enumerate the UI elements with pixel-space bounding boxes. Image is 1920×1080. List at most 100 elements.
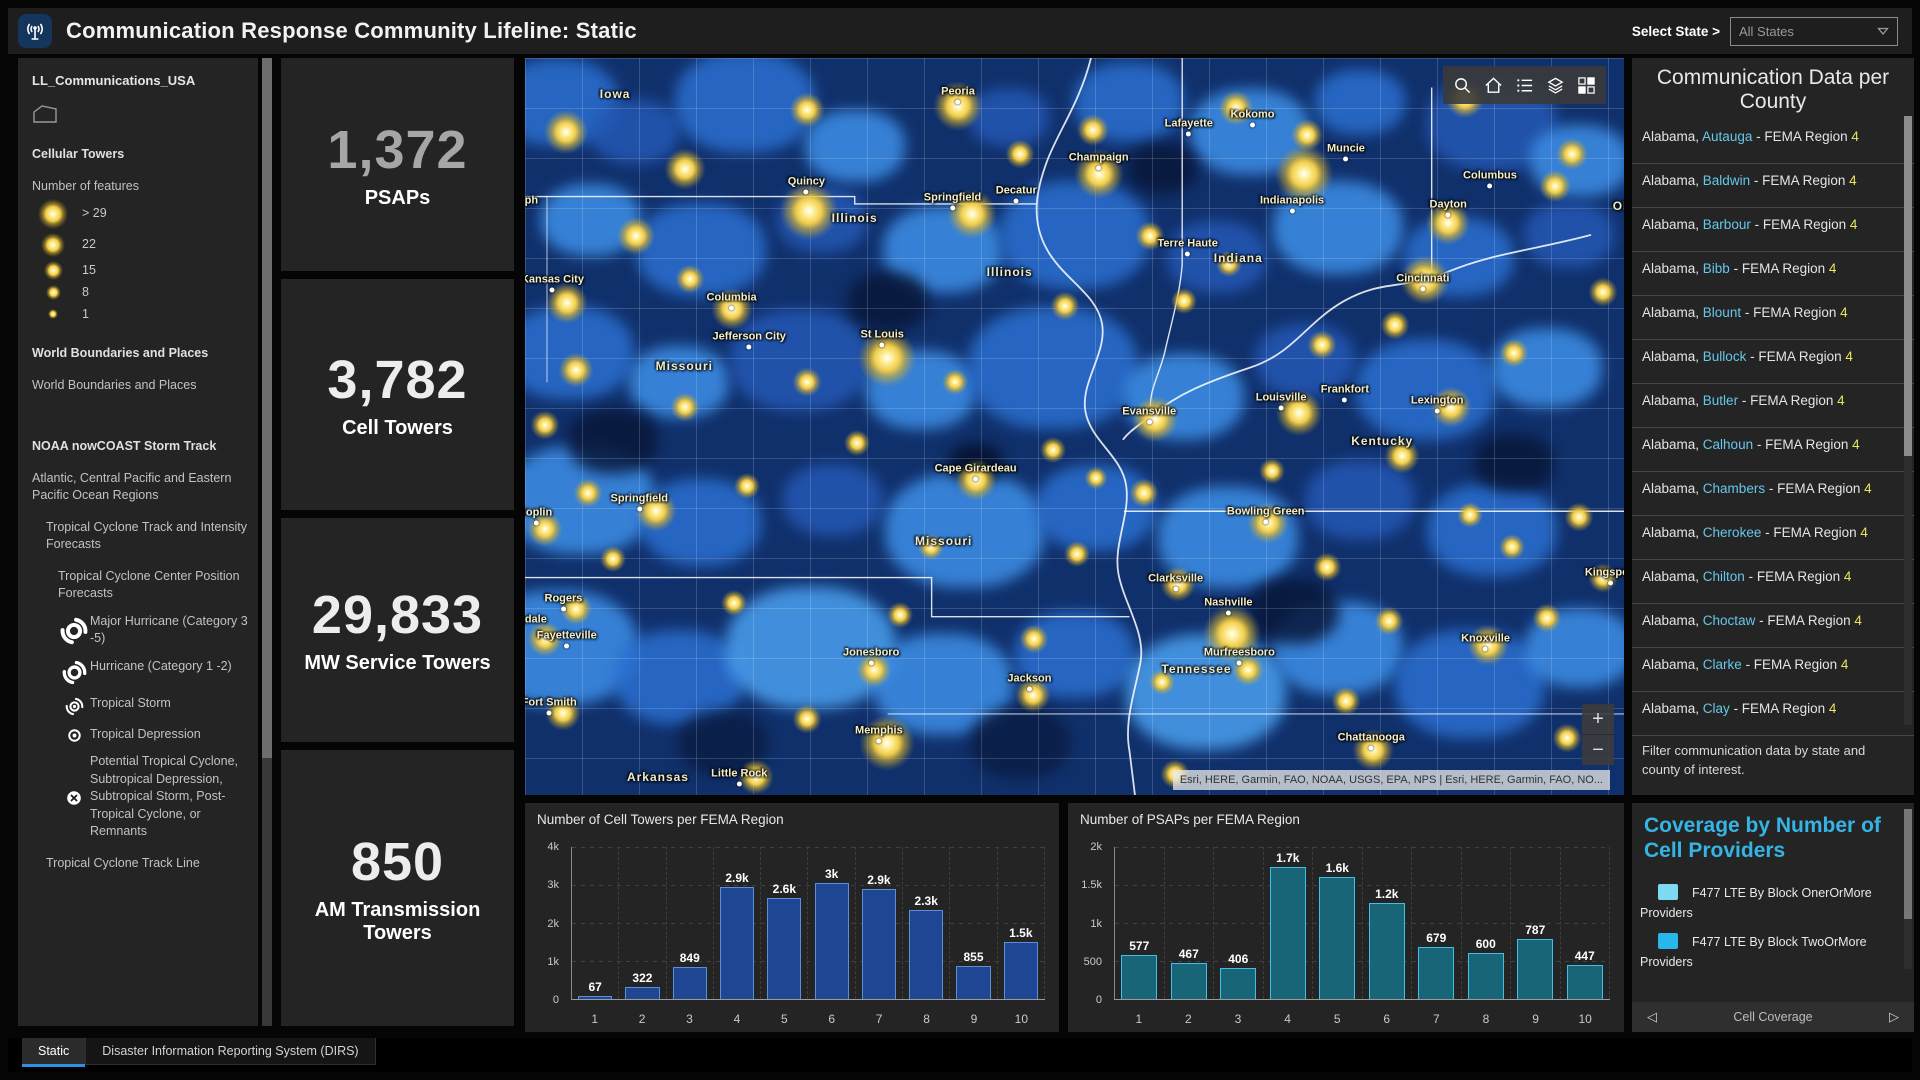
zoom-in-button[interactable]: + [1582, 704, 1614, 735]
chart-bar[interactable]: 849 [672, 951, 707, 999]
city-dot-icon [1013, 198, 1019, 204]
county-name: Choctaw [1702, 613, 1756, 629]
county-list-item[interactable]: Alabama, Clay - FEMA Region 4 [1632, 692, 1914, 737]
storm-item-label: Tropical Depression [90, 726, 201, 741]
bar-value-label: 577 [1129, 939, 1150, 954]
tab-disaster-information-reporting-system-dirs[interactable]: Disaster Information Reporting System (D… [85, 1038, 376, 1065]
legend-subtitle: Atlantic, Central Pacific and Eastern Pa… [32, 470, 232, 503]
legend-scrollbar-thumb[interactable] [262, 58, 272, 758]
cell-tower-cluster [843, 430, 870, 457]
map-label-illinois: Illinois [831, 210, 878, 225]
county-filter-note: Filter communication data by state and c… [1642, 743, 1866, 778]
chart-bar[interactable]: 2.3k [909, 894, 944, 999]
bar-slot: 2.9k [856, 847, 904, 999]
county-list-scrollbar[interactable] [1904, 116, 1912, 725]
state-dropdown[interactable]: All States [1730, 16, 1898, 46]
map-label-st-louis: St Louis [860, 329, 904, 348]
chart-bar[interactable]: 787 [1517, 923, 1554, 999]
county-name: Chilton [1702, 569, 1745, 585]
stat-value: 850 [350, 831, 445, 892]
tab-static[interactable]: Static [22, 1038, 86, 1067]
dashboard-tab-bar: Static Disaster Information Reporting Sys… [8, 1038, 1912, 1072]
chart-bar[interactable]: 577 [1121, 939, 1158, 999]
cell-tower-cluster [1135, 221, 1165, 251]
chart-bar[interactable]: 406 [1220, 952, 1257, 999]
x-axis-labels: 1 2 3 4 5 6 7 8 9 10 [571, 1012, 1045, 1026]
chart-bar[interactable]: 1.7k [1269, 851, 1306, 999]
chart-bar[interactable]: 67 [578, 980, 613, 999]
next-page-icon[interactable]: ▷ [1889, 1009, 1899, 1024]
layers-icon[interactable] [1540, 66, 1571, 104]
x-tick-label: 10 [1014, 1012, 1029, 1026]
chart-bar[interactable]: 1.2k [1368, 887, 1405, 999]
chart-bar[interactable]: 467 [1170, 947, 1207, 999]
chart-bar[interactable]: 679 [1418, 931, 1455, 999]
chart-bar[interactable]: 600 [1467, 937, 1504, 999]
feature-size-label: > 29 [82, 206, 107, 221]
chart-bar[interactable]: 3k [814, 867, 849, 999]
coverage-scrollbar[interactable] [1904, 809, 1912, 969]
cell-tower-cluster [1457, 501, 1484, 528]
cell-tower-cluster [664, 148, 706, 190]
city-dot-icon [1026, 686, 1032, 692]
county-state: Alabama, [1642, 261, 1703, 277]
city-dot-icon [1250, 122, 1256, 128]
county-state: Alabama, [1642, 393, 1703, 409]
chart-bar[interactable]: 1.5k [1003, 926, 1038, 999]
hurricane-icon [58, 658, 90, 685]
county-list-scrollbar-thumb[interactable] [1904, 116, 1912, 456]
county-state: Alabama, [1642, 349, 1703, 365]
map-toolbar [1443, 66, 1606, 104]
map-label-rogers: Rogers [545, 592, 582, 612]
cell-tower-cluster [1131, 396, 1178, 443]
coverage-patch [804, 110, 905, 183]
county-list-item[interactable]: Alabama, Clarke - FEMA Region 4 [1632, 648, 1914, 693]
fema-region-number: 4 [1849, 173, 1857, 189]
map-canvas[interactable]: Iowa Peoria Kokomo Lafayette Muncie Cham… [525, 58, 1624, 795]
cell-tower-cluster [1275, 390, 1322, 437]
coverage-patch [968, 88, 1049, 146]
home-icon[interactable] [1478, 66, 1509, 104]
bar-value-label: 322 [632, 970, 653, 985]
coverage-pager: ◁ Cell Coverage ▷ [1632, 1002, 1914, 1032]
county-list-item[interactable]: Alabama, Butler - FEMA Region 4 [1632, 384, 1914, 429]
chart-bar[interactable]: 2.6k [767, 882, 802, 999]
map-label-lafayette: Lafayette [1165, 117, 1213, 137]
county-list-item[interactable]: Alabama, Choctaw - FEMA Region 4 [1632, 604, 1914, 649]
map-label-joplin: Joplin [525, 506, 552, 526]
county-suffix: - FEMA Region [1761, 525, 1861, 541]
city-dot-icon [1289, 208, 1295, 214]
y-tick-label: 2k [1090, 841, 1102, 853]
chart-bar[interactable]: 447 [1566, 949, 1603, 999]
county-list-item[interactable]: Alabama, Baldwin - FEMA Region 4 [1632, 164, 1914, 209]
county-list-item[interactable]: Alabama, Chilton - FEMA Region 4 [1632, 560, 1914, 605]
x-tick-label: 2 [1185, 1012, 1192, 1026]
county-name: Bullock [1702, 349, 1747, 365]
county-list-item[interactable]: Alabama, Cherokee - FEMA Region 4 [1632, 516, 1914, 561]
county-list-item[interactable]: Alabama, Autauga - FEMA Region 4 [1632, 120, 1914, 165]
chart-bar[interactable]: 1.6k [1319, 861, 1356, 999]
previous-page-icon[interactable]: ◁ [1647, 1009, 1657, 1024]
coverage-scrollbar-thumb[interactable] [1904, 809, 1912, 919]
search-icon[interactable] [1447, 66, 1478, 104]
chart-bar[interactable]: 2.9k [719, 871, 755, 999]
county-list-item[interactable]: Alabama, Calhoun - FEMA Region 4 [1632, 428, 1914, 473]
county-list-item[interactable]: Alabama, Blount - FEMA Region 4 [1632, 296, 1914, 341]
county-list-item[interactable]: Alabama, Bullock - FEMA Region 4 [1632, 340, 1914, 385]
basemap-icon[interactable] [1571, 66, 1602, 104]
county-list-item[interactable]: Alabama, Bibb - FEMA Region 4 [1632, 252, 1914, 297]
legend-scrollbar[interactable] [262, 58, 272, 1026]
legend-icon[interactable] [1509, 66, 1540, 104]
bar-value-label: 679 [1426, 931, 1447, 946]
chart-bar[interactable]: 2.9k [861, 873, 897, 999]
zoom-out-button[interactable]: − [1592, 738, 1604, 761]
county-state: Alabama, [1642, 569, 1703, 585]
y-tick-label: 500 [1083, 955, 1102, 968]
county-list-item[interactable]: Alabama, Chambers - FEMA Region 4 [1632, 472, 1914, 517]
tropical-storm-icon [58, 695, 90, 716]
county-list-item[interactable]: Alabama, Barbour - FEMA Region 4 [1632, 208, 1914, 253]
bar-value-label: 1.7k [1276, 850, 1300, 865]
chart-bar[interactable]: 855 [956, 950, 991, 999]
chart-bar[interactable]: 322 [625, 971, 660, 999]
coverage-patch [567, 408, 658, 474]
